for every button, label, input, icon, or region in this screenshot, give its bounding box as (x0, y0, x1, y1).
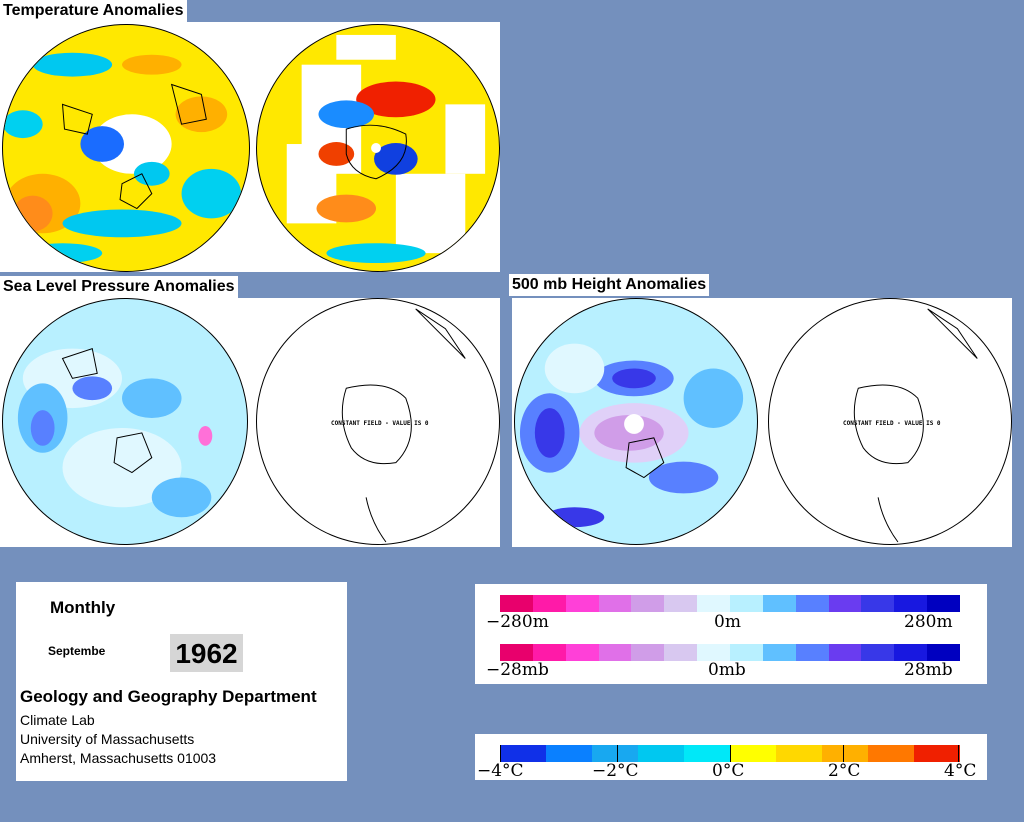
temperature-south-globe (256, 24, 500, 272)
height-color-bar (500, 595, 961, 612)
height-swatch-8 (730, 595, 763, 612)
temperature-north-globe (2, 24, 250, 272)
pressure-swatch-14 (927, 644, 961, 661)
height-swatch-12 (861, 595, 895, 612)
pressure-tick-max: 28mb (904, 660, 953, 680)
month-label: Septembe (48, 644, 106, 658)
slp-north-globe (2, 298, 248, 545)
height-swatch-3 (565, 595, 599, 612)
pressure-swatch-5 (631, 644, 665, 661)
pressure-swatch-3 (565, 644, 599, 661)
pressure-swatch-6 (664, 644, 698, 661)
temperature-swatch-10 (914, 745, 960, 762)
temperature-title: Temperature Anomalies (0, 0, 187, 22)
temperature-swatch-9 (868, 745, 914, 762)
pressure-swatch-1 (500, 644, 533, 661)
height-swatch-10 (795, 595, 829, 612)
year-label: 1962 (170, 634, 243, 672)
pressure-swatch-10 (795, 644, 829, 661)
pressure-tick-min: −28mb (486, 660, 549, 680)
height500-north-globe (514, 298, 758, 545)
height500-title: 500 mb Height Anomalies (509, 274, 710, 296)
height-swatch-13 (894, 595, 928, 612)
height-swatch-4 (598, 595, 632, 612)
temp-tick-mark-5 (958, 745, 959, 762)
pressure-swatch-12 (861, 644, 895, 661)
pressure-swatch-13 (894, 644, 928, 661)
pressure-swatch-9 (762, 644, 796, 661)
pressure-swatch-8 (730, 644, 763, 661)
temp-tick-mark-3 (730, 745, 731, 762)
period-label: Monthly (50, 598, 116, 617)
info-box: Monthly Septembe 1962 Geology and Geogra… (16, 582, 347, 781)
height-tick-mid: 0m (714, 612, 741, 632)
height-swatch-2 (532, 595, 566, 612)
height-tick-min: −280m (486, 612, 549, 632)
temp-tick-2: 2°C (828, 761, 861, 781)
height-swatch-7 (697, 595, 731, 612)
pressure-swatch-7 (697, 644, 731, 661)
university-name: University of Massachusetts (20, 731, 195, 747)
temperature-swatch-8 (822, 745, 868, 762)
temperature-swatch-4 (638, 745, 684, 762)
temp-tick-0: 0°C (712, 761, 745, 781)
slp-south-globe: CONSTANT FIELD - VALUE IS 0 (256, 298, 500, 545)
address: Amherst, Massachusetts 01003 (20, 750, 217, 766)
pressure-tick-mid: 0mb (708, 660, 746, 680)
height-swatch-14 (927, 595, 961, 612)
temp-tick-mark-2 (617, 745, 618, 762)
temperature-swatch-5 (684, 745, 730, 762)
pressure-swatch-4 (598, 644, 632, 661)
height-swatch-11 (828, 595, 862, 612)
temp-tick-minus4: −4°C (477, 761, 524, 781)
temperature-swatch-6 (730, 745, 776, 762)
temperature-swatch-7 (776, 745, 822, 762)
height-swatch-9 (762, 595, 796, 612)
height500-south-globe: CONSTANT FIELD - VALUE IS 0 (768, 298, 1012, 545)
slp-constant-field-label: CONSTANT FIELD - VALUE IS 0 (331, 420, 429, 427)
temp-tick-mark-1 (500, 745, 501, 762)
height-swatch-6 (664, 595, 698, 612)
department-name: Geology and Geography Department (20, 687, 317, 706)
temperature-swatch-2 (546, 745, 592, 762)
height500-constant-field-label: CONSTANT FIELD - VALUE IS 0 (843, 420, 941, 427)
temperature-swatch-1 (500, 745, 546, 762)
pressure-color-bar (500, 644, 961, 661)
height-swatch-5 (631, 595, 665, 612)
temperature-swatch-3 (592, 745, 638, 762)
temp-tick-minus2: −2°C (592, 761, 639, 781)
lab-name: Climate Lab (20, 712, 95, 728)
height-swatch-1 (500, 595, 533, 612)
temp-tick-4: 4°C (944, 761, 977, 781)
pressure-swatch-11 (828, 644, 862, 661)
temp-tick-mark-4 (843, 745, 844, 762)
pressure-swatch-2 (532, 644, 566, 661)
temperature-color-bar (500, 745, 960, 762)
height-tick-max: 280m (904, 612, 953, 632)
slp-title: Sea Level Pressure Anomalies (0, 276, 238, 298)
